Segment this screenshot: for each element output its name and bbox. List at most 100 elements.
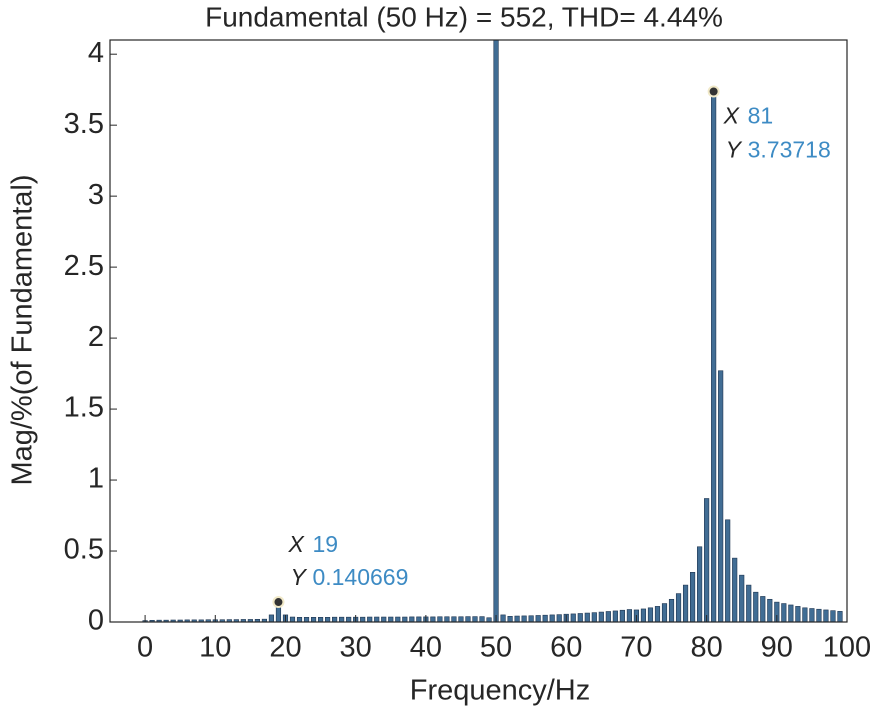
x-tick-label: 30 <box>340 632 372 664</box>
data-tip-y-value: 0.140669 <box>312 564 408 590</box>
chart-title: Fundamental (50 Hz) = 552, THD= 4.44% <box>205 1 723 32</box>
bar <box>493 40 499 622</box>
bar <box>704 498 710 622</box>
x-tick-label: 50 <box>480 632 512 664</box>
bar <box>177 619 183 622</box>
data-tip-x-label: X <box>287 531 305 557</box>
bar <box>395 616 401 622</box>
bar <box>514 615 520 622</box>
bar <box>332 616 338 622</box>
x-tick-label: 60 <box>550 632 582 664</box>
y-tick-label: 1 <box>88 463 104 495</box>
bar <box>500 614 506 622</box>
bar <box>416 616 422 622</box>
bar <box>767 598 773 622</box>
bar <box>584 612 590 622</box>
bar <box>268 614 275 622</box>
bar <box>233 619 239 622</box>
bar <box>346 616 352 622</box>
bar <box>486 617 492 622</box>
x-axis-label: Frequency/Hz <box>410 675 591 707</box>
data-tip-marker <box>707 85 720 98</box>
bar <box>647 607 654 622</box>
bar <box>668 598 675 622</box>
bar <box>458 616 464 622</box>
bar <box>598 611 604 622</box>
bar <box>619 609 625 622</box>
y-axis-label: Mag/%(of Fundamental) <box>7 174 39 485</box>
axes-box <box>109 39 848 623</box>
bar <box>697 546 703 622</box>
x-tick-label: 40 <box>410 632 442 664</box>
bar <box>542 614 548 622</box>
bar <box>718 370 724 622</box>
bar <box>626 609 632 622</box>
x-tick-label: 0 <box>137 632 153 664</box>
bar <box>339 616 345 622</box>
bar <box>163 619 169 622</box>
bar <box>774 601 780 622</box>
y-tick-label: 0 <box>88 605 104 637</box>
data-tip-y-label: Y <box>726 137 743 163</box>
bar <box>451 616 457 622</box>
bar <box>830 610 836 622</box>
bar <box>711 91 717 622</box>
bar <box>521 615 527 622</box>
bar <box>226 619 232 622</box>
bar <box>577 613 583 622</box>
bar <box>296 617 303 622</box>
bar <box>654 606 661 622</box>
bar <box>367 616 373 622</box>
data-tip-y-value: 3.73718 <box>748 137 831 163</box>
bar <box>689 572 696 622</box>
bar <box>360 616 366 622</box>
bar <box>682 584 689 622</box>
bar <box>303 617 310 622</box>
bar <box>444 616 450 622</box>
bars <box>142 40 843 622</box>
bar <box>170 619 176 622</box>
bar <box>430 616 436 622</box>
y-tick-label: 4 <box>88 37 104 69</box>
bar <box>310 617 317 622</box>
data-tip-x-value: 81 <box>748 103 774 129</box>
bar <box>437 616 443 622</box>
data-tip-x-label: X <box>723 103 741 129</box>
bar <box>374 616 380 622</box>
y-tick-label: 2.5 <box>64 250 104 282</box>
bar <box>788 604 794 622</box>
x-tick-label: 20 <box>269 632 301 664</box>
x-tick-label: 90 <box>761 632 793 664</box>
bar <box>317 617 324 622</box>
bar <box>823 609 829 622</box>
bar <box>732 557 738 622</box>
bar <box>409 616 415 622</box>
y-tick-label: 1.5 <box>64 392 104 424</box>
data-tip-x-value: 19 <box>312 531 338 557</box>
bar <box>809 608 815 622</box>
bar <box>535 615 541 622</box>
bar <box>640 608 647 622</box>
bar <box>472 616 478 622</box>
bar <box>507 616 513 622</box>
bar <box>760 596 766 622</box>
bar <box>570 613 576 622</box>
bar <box>156 619 162 622</box>
bar <box>781 603 787 622</box>
bar <box>605 611 611 622</box>
data-tip-marker <box>272 596 285 609</box>
bar <box>739 574 745 622</box>
y-tick-label: 3.5 <box>64 108 104 140</box>
x-tick-label: 10 <box>199 632 231 664</box>
bar <box>549 614 555 622</box>
bar <box>746 584 752 622</box>
bar <box>240 619 246 622</box>
bar <box>556 614 562 622</box>
bar <box>388 616 394 622</box>
y-tick-label: 0.5 <box>64 534 104 566</box>
bar <box>591 612 597 622</box>
bar <box>837 611 843 622</box>
x-tick-label: 70 <box>620 632 652 664</box>
bar <box>753 591 759 622</box>
